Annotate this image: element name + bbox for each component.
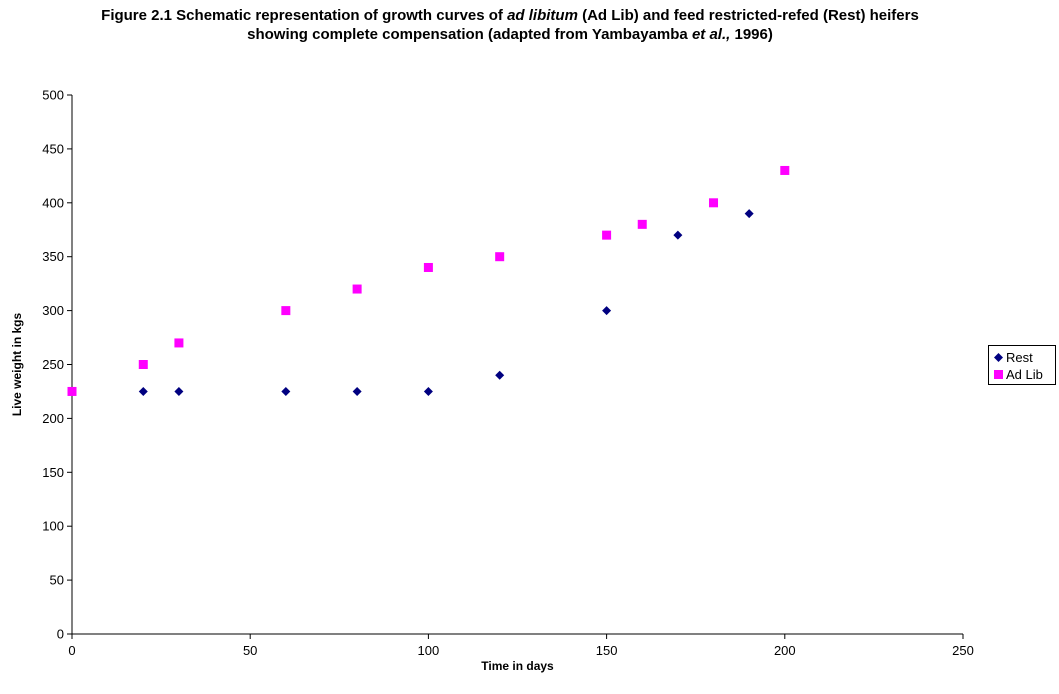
y-tick-label: 350 (42, 249, 64, 264)
x-tick-label: 150 (596, 643, 618, 658)
title-italic-ad-libitum: ad libitum (507, 7, 578, 24)
legend: Rest Ad Lib (988, 345, 1056, 385)
title-italic-et-al: et al., (691, 26, 731, 43)
data-point-rest (423, 386, 433, 396)
chart-title: Figure 2.1 Schematic representation of g… (80, 6, 940, 44)
title-part-3: 1996) (730, 26, 773, 43)
data-point-rest (744, 209, 754, 219)
data-point-ad-lib (780, 165, 790, 175)
data-point-rest (352, 386, 362, 396)
legend-square-marker (994, 370, 1003, 379)
y-tick-label: 50 (50, 573, 64, 588)
y-tick-label: 400 (42, 195, 64, 210)
legend-diamond-marker (994, 353, 1003, 362)
data-point-ad-lib (637, 219, 647, 229)
x-axis-title: Time in days (481, 659, 554, 673)
y-tick-label: 250 (42, 357, 64, 372)
y-tick-label: 150 (42, 465, 64, 480)
y-tick-label: 300 (42, 303, 64, 318)
data-point-rest (602, 306, 612, 316)
x-tick-label: 0 (68, 643, 75, 658)
data-point-ad-lib (281, 306, 291, 316)
y-axis-title: Live weight in kgs (10, 313, 24, 417)
y-tick-label: 0 (57, 627, 64, 642)
x-tick-label: 100 (418, 643, 440, 658)
title-part-2: (Ad Lib) and feed restricted-refed (Rest… (247, 7, 919, 43)
data-point-ad-lib (67, 386, 77, 396)
y-tick-label: 450 (42, 141, 64, 156)
data-point-ad-lib (174, 338, 184, 348)
x-tick-label: 250 (952, 643, 974, 658)
data-point-rest (281, 386, 291, 396)
y-tick-label: 100 (42, 519, 64, 534)
data-point-ad-lib (138, 360, 148, 369)
y-tick-label: 200 (42, 411, 64, 426)
legend-entry-ad-lib: Ad Lib (993, 366, 1051, 383)
data-point-rest (174, 386, 184, 396)
legend-label-ad-lib: Ad Lib (1006, 367, 1043, 382)
data-point-ad-lib (352, 284, 362, 294)
data-point-rest (138, 386, 148, 396)
x-tick-label: 50 (243, 643, 257, 658)
title-part-1: Figure 2.1 Schematic representation of g… (101, 7, 508, 24)
data-point-rest (495, 370, 505, 380)
x-tick-label: 200 (774, 643, 796, 658)
legend-entry-rest: Rest (993, 349, 1051, 366)
data-point-ad-lib (423, 262, 433, 272)
data-point-ad-lib (709, 198, 719, 208)
data-point-ad-lib (495, 252, 505, 262)
data-point-ad-lib (602, 230, 612, 240)
data-point-rest (673, 230, 683, 240)
legend-label-rest: Rest (1006, 350, 1033, 365)
y-tick-label: 500 (42, 88, 64, 103)
